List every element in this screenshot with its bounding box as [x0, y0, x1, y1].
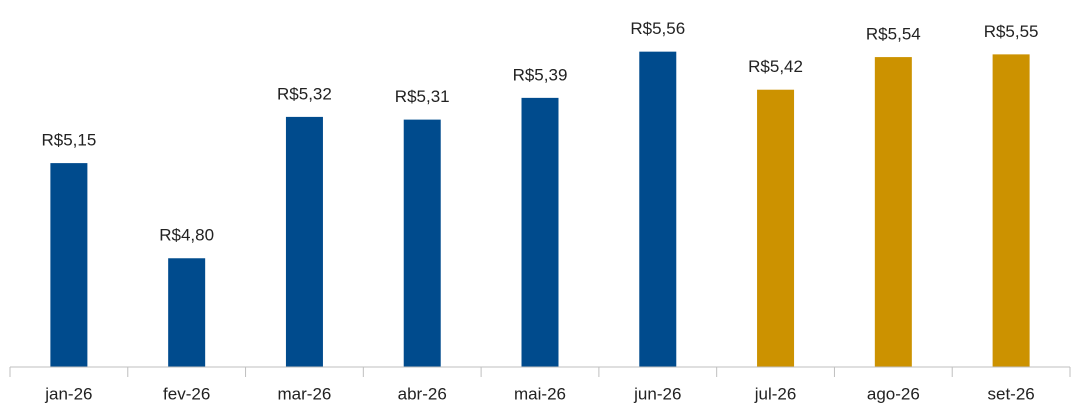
x-tick-label: fev-26 — [163, 384, 210, 403]
x-tick-label: jul-26 — [754, 384, 797, 403]
bar — [403, 119, 441, 368]
data-label: R$5,15 — [41, 131, 96, 150]
bar — [168, 258, 206, 367]
bar — [639, 51, 677, 367]
bar — [521, 97, 559, 367]
data-label: R$5,54 — [866, 25, 921, 44]
x-tick-label: set-26 — [987, 384, 1034, 403]
bar — [992, 54, 1030, 368]
data-label: R$5,56 — [630, 19, 685, 38]
bar — [757, 89, 795, 367]
x-tick-label: jun-26 — [633, 384, 681, 403]
data-label: R$5,55 — [984, 22, 1039, 41]
x-tick-label: ago-26 — [867, 384, 920, 403]
x-tick-label: jan-26 — [44, 384, 92, 403]
bar — [50, 163, 88, 367]
data-label: R$5,31 — [395, 87, 450, 106]
data-label: R$5,32 — [277, 84, 332, 103]
x-tick-label: mai-26 — [514, 384, 566, 403]
data-label: R$5,42 — [748, 57, 803, 76]
bar — [285, 116, 323, 367]
x-tick-label: abr-26 — [398, 384, 447, 403]
bar — [874, 57, 912, 367]
x-tick-label: mar-26 — [278, 384, 332, 403]
data-label: R$5,39 — [513, 65, 568, 84]
data-label: R$4,80 — [159, 226, 214, 245]
